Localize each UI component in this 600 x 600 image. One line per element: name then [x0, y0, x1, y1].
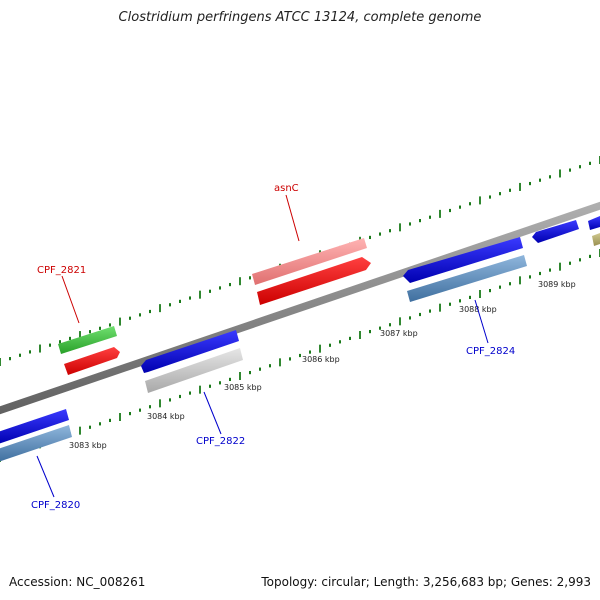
scale-label: 3085 kbp	[224, 383, 262, 392]
label-asnC[interactable]: asnC	[274, 183, 299, 194]
leader-CPF_2820	[36, 455, 55, 498]
map-title: Clostridium perfringens ATCC 13124, comp…	[118, 10, 482, 25]
label-CPF_2821[interactable]: CPF_2821	[37, 265, 86, 276]
feature-CPF_2820[interactable]	[0, 409, 69, 444]
genome-backbone	[0, 201, 600, 415]
scale-label: 3086 kbp	[302, 355, 340, 364]
scale-label: 3084 kbp	[147, 412, 185, 421]
scale-label: 3089 kbp	[538, 280, 576, 289]
feature-CPF_2821[interactable]	[64, 347, 120, 375]
feature-edge-blue[interactable]	[588, 216, 600, 230]
feature-labels: CPF_2821 asnC CPF_2822 CPF_2824 CPF_2820	[31, 183, 515, 511]
feature-asnC-light[interactable]	[252, 238, 367, 285]
label-CPF_2822[interactable]: CPF_2822	[196, 436, 245, 447]
label-CPF_2820[interactable]: CPF_2820	[31, 500, 80, 511]
label-leaders	[36, 194, 489, 498]
leader-CPF_2821	[61, 275, 80, 324]
label-CPF_2824[interactable]: CPF_2824	[466, 346, 515, 357]
feature-CPF_2821-green[interactable]	[58, 326, 117, 354]
feature-CPF_2822-grey[interactable]	[145, 348, 243, 393]
feature-edge-olive[interactable]	[592, 233, 600, 246]
forward-scale-ruler	[0, 156, 600, 366]
feature-CPF_2822[interactable]	[141, 330, 239, 373]
reverse-scale-ruler	[0, 249, 600, 462]
leader-asnC	[285, 194, 300, 242]
leader-CPF_2822	[203, 391, 222, 435]
feature-next-blue[interactable]	[532, 220, 579, 243]
scale-label: 3083 kbp	[69, 441, 107, 450]
leader-CPF_2824	[474, 299, 489, 344]
feature-CPF_2820-steel[interactable]	[0, 425, 72, 462]
topology-summary-text: Topology: circular; Length: 3,256,683 bp…	[261, 575, 591, 589]
feature-asnC[interactable]	[257, 257, 371, 305]
feature-CPF_2824-steel[interactable]	[407, 255, 527, 302]
feature-CPF_2824[interactable]	[403, 237, 523, 283]
scale-label: 3087 kbp	[380, 329, 418, 338]
accession-text: Accession: NC_008261	[9, 575, 146, 589]
